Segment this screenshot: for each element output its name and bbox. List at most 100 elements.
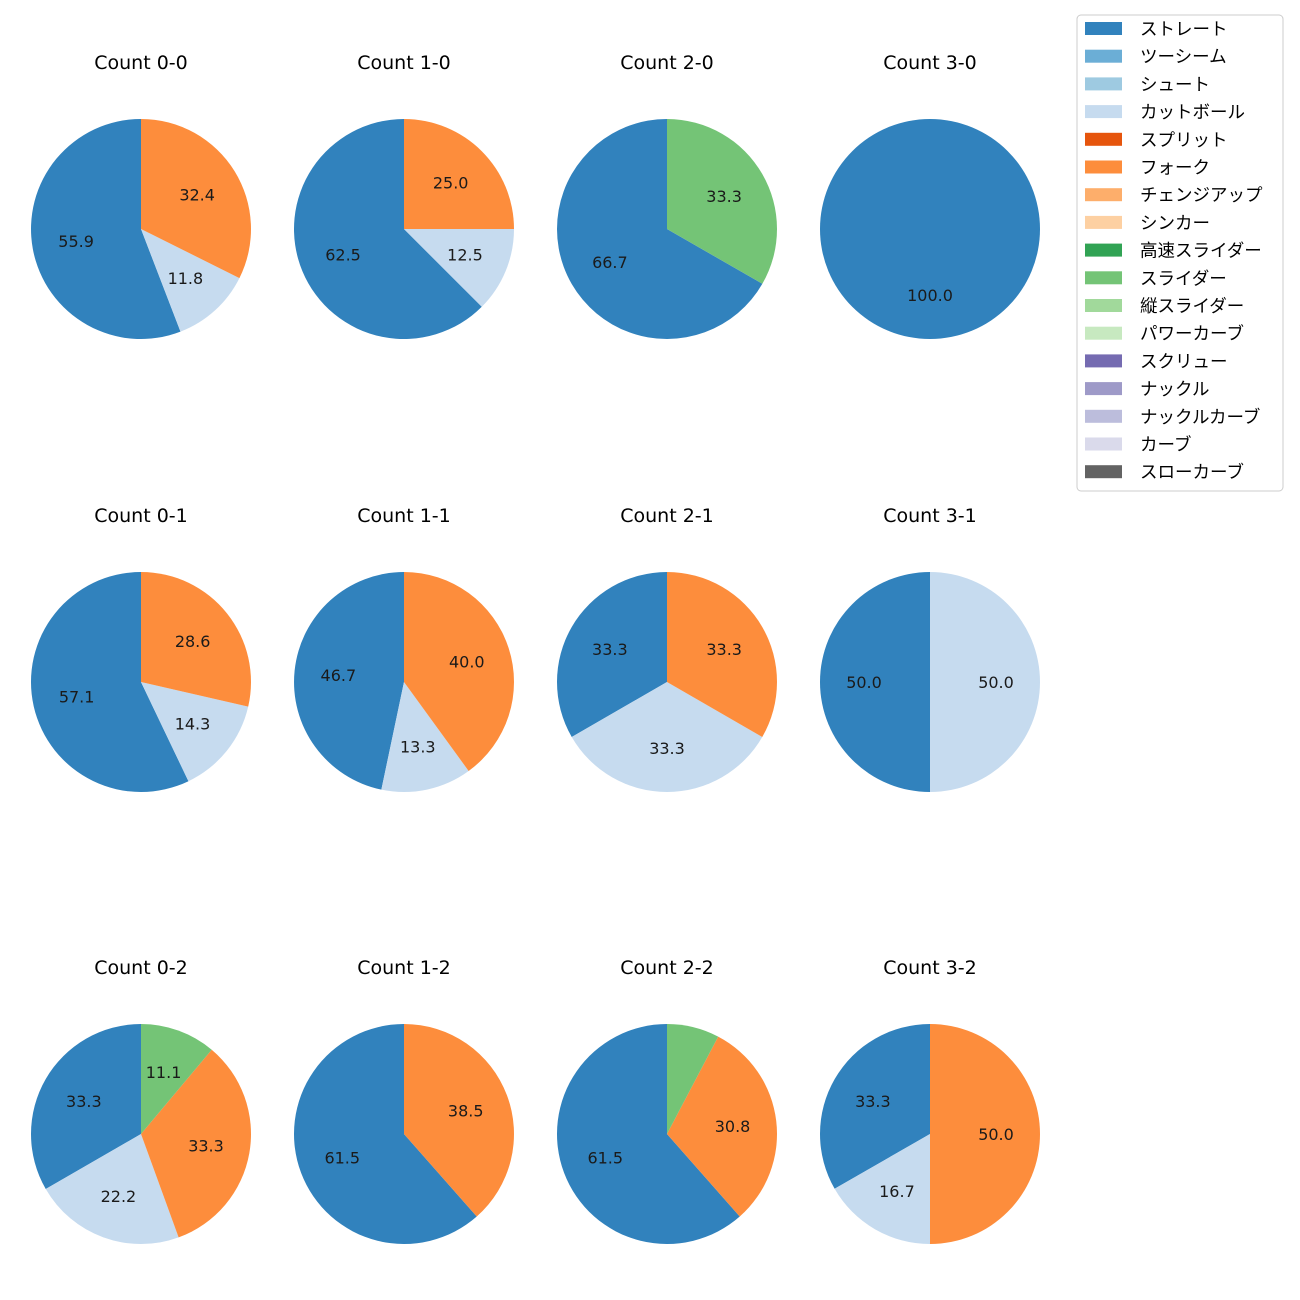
pie-slice <box>141 119 251 279</box>
pie-slice <box>293 119 482 339</box>
slice-value-label: 33.3 <box>592 640 628 659</box>
slice-value-label: 28.6 <box>175 632 211 651</box>
slice-value-label: 66.7 <box>592 253 628 272</box>
pie-slice <box>930 1024 1040 1244</box>
pie-slice <box>667 1036 778 1217</box>
legend-swatch <box>1085 437 1122 451</box>
legend-swatch <box>1085 409 1122 423</box>
pie-slice <box>141 572 252 707</box>
slice-value-label: 50.0 <box>978 1125 1014 1144</box>
pie-slice <box>834 1134 930 1244</box>
pie-slice <box>30 572 189 793</box>
legend-swatch <box>1085 188 1122 202</box>
legend-swatch <box>1085 465 1122 479</box>
legend-entry: チェンジアップ <box>1085 186 1263 206</box>
legend-entry: ナックル <box>1085 380 1209 400</box>
pie-slice <box>381 682 469 792</box>
pie-slice <box>294 572 404 790</box>
pie-slice <box>31 1024 141 1189</box>
slice-value-label: 61.5 <box>324 1148 360 1167</box>
legend-entry: シュート <box>1085 75 1210 95</box>
pie-slice <box>404 572 515 771</box>
legend-entry: カーブ <box>1085 435 1191 456</box>
pie-title: Count 2-2 <box>620 957 714 979</box>
legend-entry: スクリュー <box>1085 352 1228 372</box>
legend-label: シンカー <box>1140 214 1210 234</box>
legend-label: スローカーブ <box>1140 462 1244 483</box>
legend-entry: 高速スライダー <box>1085 242 1262 262</box>
slice-value-label: 61.5 <box>587 1148 623 1167</box>
pie-slice <box>141 682 249 782</box>
pie-slice <box>404 229 514 307</box>
slice-value-label: 14.3 <box>175 714 211 733</box>
pie-title: Count 1-0 <box>357 52 451 74</box>
slice-value-label: 100.0 <box>907 286 953 305</box>
legend-entry: カットボール <box>1085 103 1245 123</box>
legend-swatch <box>1085 49 1122 63</box>
pie-chart: Count 3-0 100.0 <box>820 52 1040 339</box>
legend-label: 高速スライダー <box>1140 242 1262 262</box>
pie-slice <box>571 682 763 792</box>
pie-chart: Count 0-1 57.1 14.3 28.6 <box>30 505 252 793</box>
legend-swatch <box>1085 382 1122 396</box>
pie-title: Count 1-2 <box>357 957 451 979</box>
pie-title: Count 2-0 <box>620 52 714 74</box>
legend-swatch <box>1085 271 1122 285</box>
legend-entry: シンカー <box>1085 214 1210 234</box>
legend-label: ナックル <box>1140 380 1209 400</box>
pie-slice <box>557 572 667 737</box>
legend-entry: スライダー <box>1085 269 1227 289</box>
legend-swatch <box>1085 105 1122 119</box>
pie-slice <box>667 1024 719 1134</box>
legend-label: 縦スライダー <box>1140 297 1244 317</box>
legend-entry: スローカーブ <box>1085 462 1244 483</box>
legend-label: カットボール <box>1140 103 1245 123</box>
pie-slice <box>557 119 763 339</box>
pie-slice <box>141 1024 212 1134</box>
legend-label: パワーカーブ <box>1140 324 1244 345</box>
slice-value-label: 33.3 <box>649 739 685 758</box>
legend-label: カーブ <box>1140 435 1191 456</box>
slice-value-label: 11.8 <box>168 269 204 288</box>
pie-slice <box>141 1049 252 1238</box>
slice-value-label: 30.8 <box>715 1117 751 1136</box>
pie-slice <box>404 119 514 229</box>
pie-chart: Count 0-0 55.9 11.8 32.4 <box>31 52 251 340</box>
legend-frame <box>1076 14 1284 492</box>
pie-title: Count 3-2 <box>883 957 977 979</box>
legend-swatch <box>1085 354 1122 368</box>
legend-entry: スプリット <box>1085 131 1228 151</box>
pie-title: Count 0-2 <box>94 957 188 979</box>
pie-slice <box>820 572 930 792</box>
slice-value-label: 25.0 <box>433 173 469 192</box>
legend-swatch <box>1085 160 1122 174</box>
pie-chart: Count 2-2 61.5 30.8 <box>556 957 778 1244</box>
pie-chart: Count 3-1 50.0 50.0 <box>820 505 1040 792</box>
pie-title: Count 1-1 <box>357 505 451 527</box>
slice-value-label: 16.7 <box>879 1182 915 1201</box>
pie-chart: Count 0-2 33.3 22.2 33.3 11.1 <box>31 957 252 1245</box>
pie-slice <box>141 229 240 332</box>
slice-value-label: 50.0 <box>846 673 882 692</box>
legend-entry: パワーカーブ <box>1085 324 1244 345</box>
slice-value-label: 33.3 <box>706 187 742 206</box>
pie-slice <box>819 1024 930 1189</box>
legend-label: フォーク <box>1140 159 1210 179</box>
legend-label: ナックルカーブ <box>1140 407 1260 428</box>
legend-label: スクリュー <box>1140 352 1228 372</box>
legend-label: チェンジアップ <box>1140 186 1263 206</box>
pie-slice <box>45 1134 179 1245</box>
pie-title: Count 3-0 <box>883 52 977 74</box>
slice-value-label: 12.5 <box>447 245 483 264</box>
legend-entry: ナックルカーブ <box>1085 407 1260 428</box>
pie-slice <box>293 1024 477 1244</box>
slice-value-label: 13.3 <box>400 738 436 757</box>
legend-swatch <box>1085 22 1122 35</box>
pie-chart: Count 1-2 61.5 38.5 <box>293 957 514 1244</box>
slice-value-label: 33.3 <box>855 1092 891 1111</box>
slice-value-label: 33.3 <box>66 1092 102 1111</box>
legend-swatch <box>1085 299 1122 312</box>
slice-value-label: 22.2 <box>101 1187 137 1206</box>
legend-swatch <box>1085 215 1122 229</box>
